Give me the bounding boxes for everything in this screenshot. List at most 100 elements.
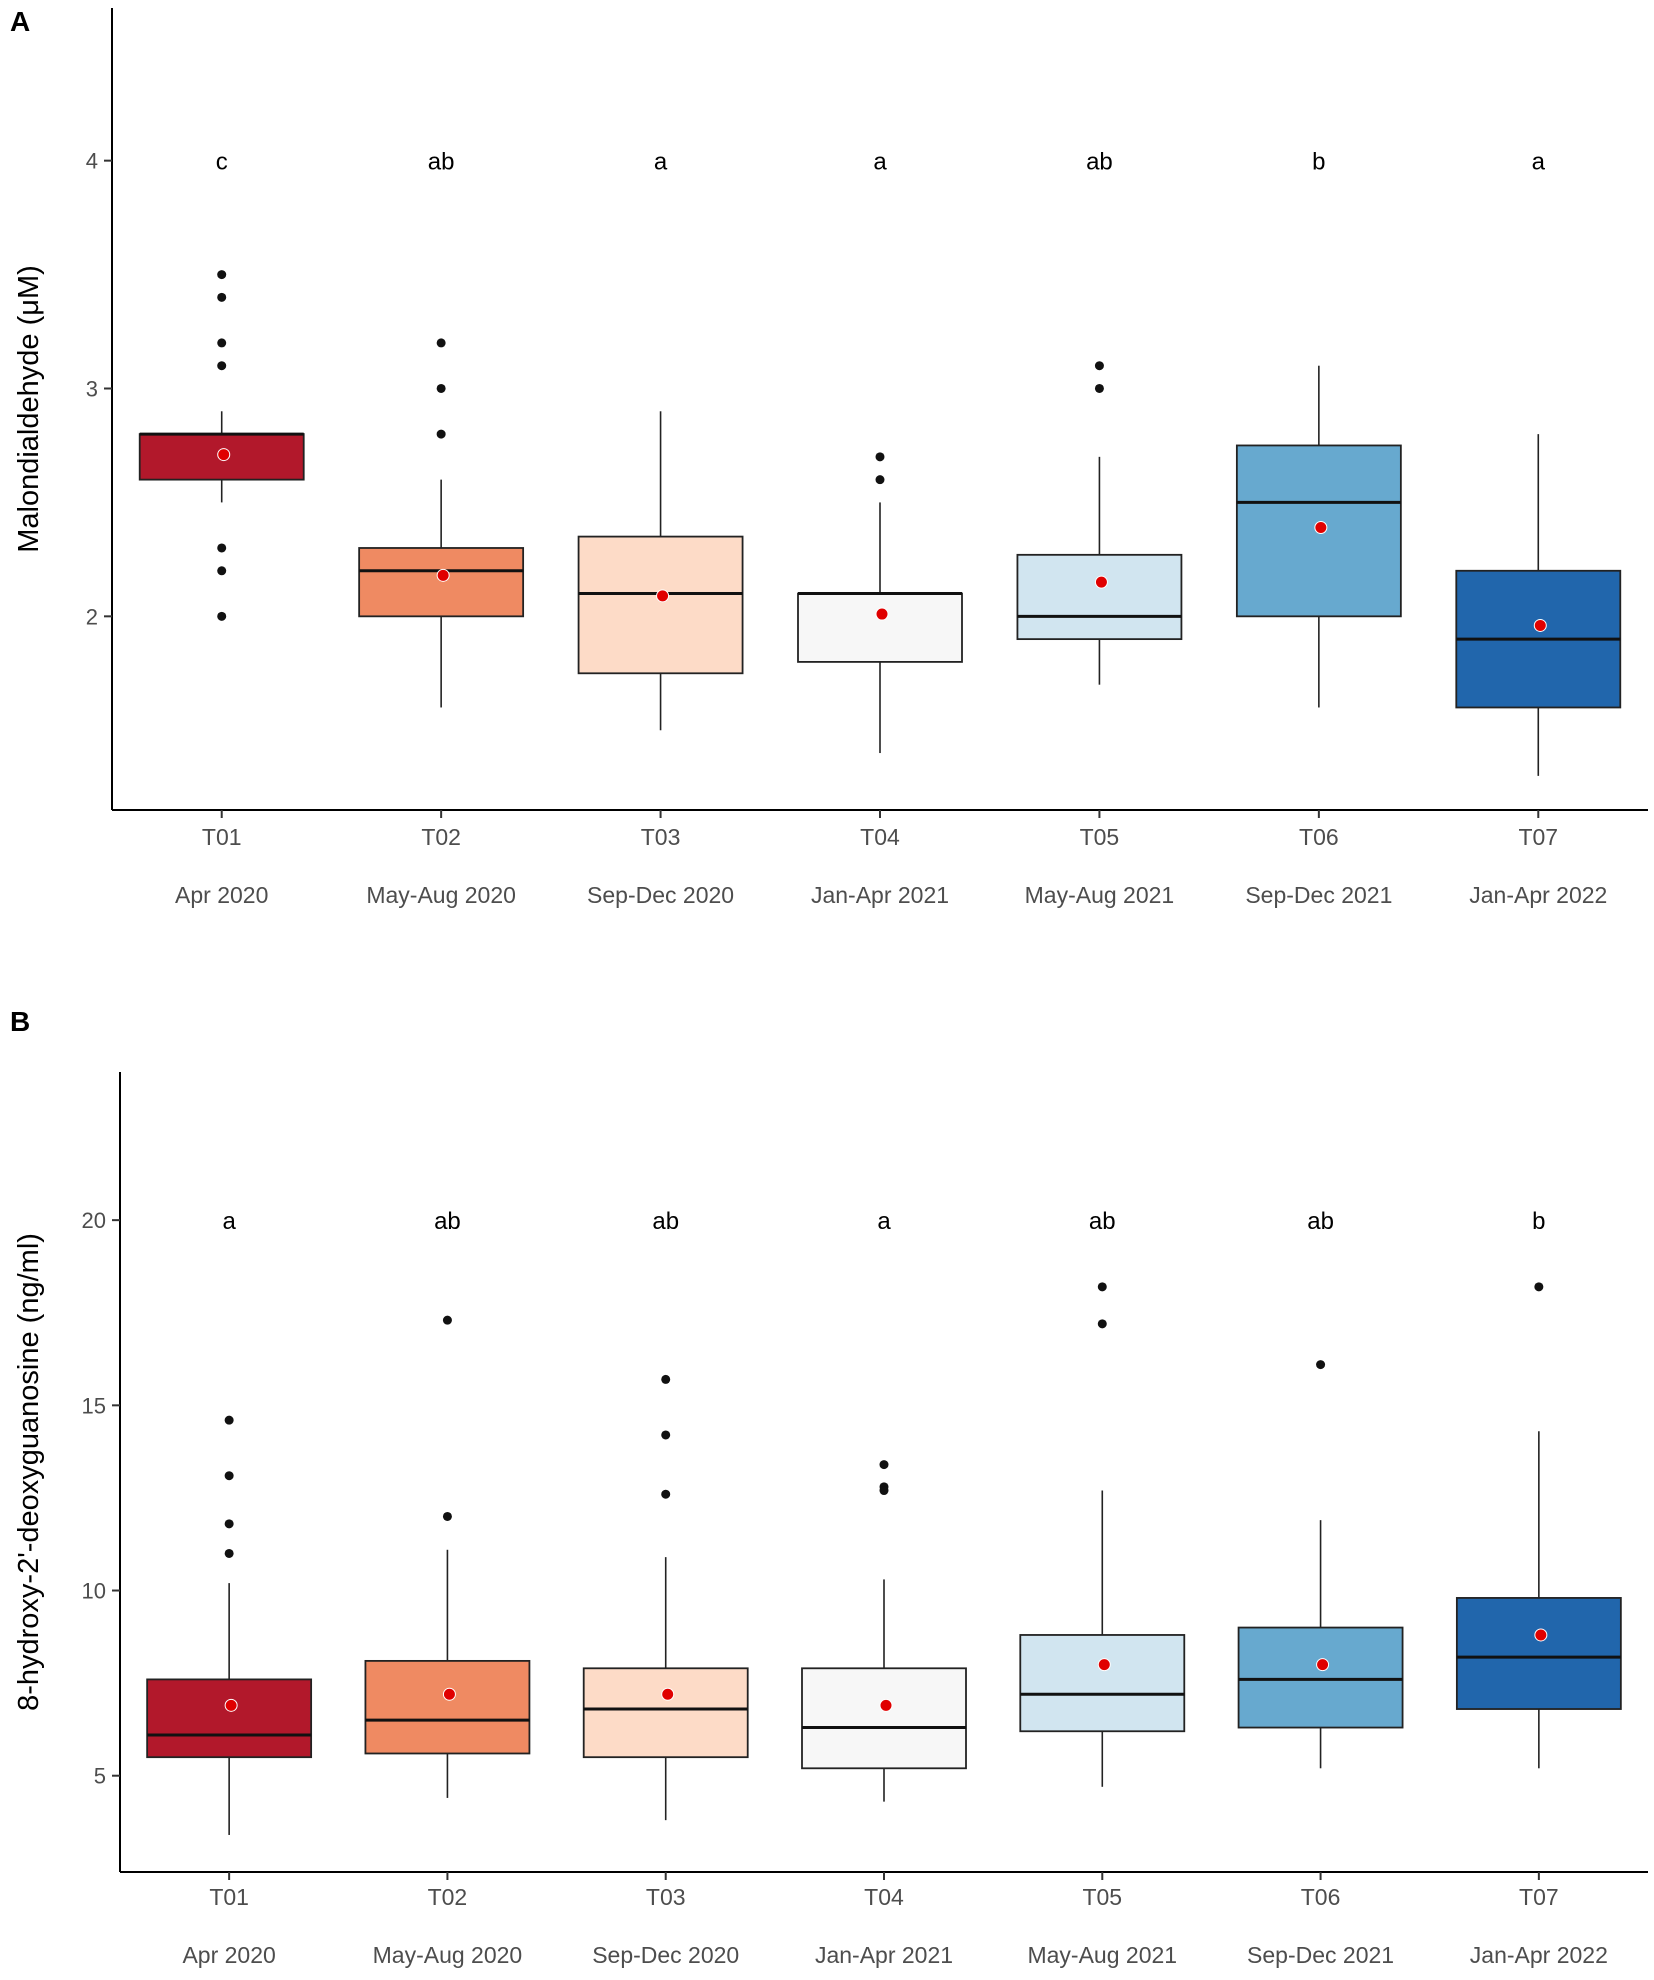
box-t03 [577, 535, 744, 675]
outlier-point [661, 1489, 671, 1499]
x-tick-label: T07 [1518, 824, 1558, 850]
outlier-point [875, 475, 885, 485]
outlier-point [224, 1548, 234, 1558]
mean-point [1094, 575, 1108, 589]
outlier-point [879, 1486, 889, 1496]
x-tick-label: T04 [864, 1884, 904, 1910]
box-t01 [146, 1678, 313, 1759]
significance-letter: b [1312, 149, 1325, 176]
mean-point [217, 448, 231, 462]
outlier-point [436, 383, 446, 393]
outlier-point [1097, 1319, 1107, 1329]
period-label: Apr 2020 [182, 1942, 275, 1968]
outlier-point [442, 1511, 452, 1521]
x-tick-label: T05 [1082, 1884, 1122, 1910]
x-tick-label: T02 [421, 824, 461, 850]
significance-letter: c [216, 149, 228, 176]
period-label: Sep-Dec 2020 [587, 882, 734, 908]
mean-point [1316, 1658, 1330, 1672]
significance-letter: b [1532, 1208, 1545, 1235]
outlier-point [879, 1460, 889, 1470]
period-label: Sep-Dec 2021 [1245, 882, 1392, 908]
outlier-point [436, 429, 446, 439]
outlier-point [217, 361, 227, 371]
x-tick-label: T06 [1301, 1884, 1341, 1910]
y-tick-label: 20 [82, 1208, 106, 1233]
y-tick-label: 3 [86, 376, 98, 401]
period-label: May-Aug 2020 [366, 882, 516, 908]
significance-letter: ab [1307, 1208, 1334, 1235]
significance-letter: a [1532, 149, 1546, 176]
mean-point [1534, 1628, 1548, 1642]
panel-label-b: B [10, 1006, 31, 1037]
outlier-point [1534, 1282, 1544, 1292]
outlier-point [1094, 361, 1104, 371]
panel-label-a: A [10, 6, 31, 37]
period-label: Jan-Apr 2022 [1470, 1942, 1608, 1968]
period-label: Jan-Apr 2022 [1469, 882, 1607, 908]
significance-letter: a [877, 1208, 891, 1235]
outlier-point [217, 270, 227, 280]
period-label: Sep-Dec 2020 [592, 1942, 739, 1968]
outlier-point [217, 611, 227, 621]
mean-point [224, 1698, 238, 1712]
box-t06 [1237, 1626, 1404, 1729]
box-t02 [364, 1659, 531, 1755]
mean-point [1533, 618, 1547, 632]
x-tick-label: T02 [428, 1884, 468, 1910]
mean-point [442, 1687, 456, 1701]
significance-letter: ab [428, 149, 455, 176]
box-t05 [1019, 1634, 1186, 1733]
panel-a: A 2 3 4 Malondialdehyde (μM) c T01 Apr 2020 ab T… [10, 6, 1648, 908]
outlier-point [661, 1374, 671, 1384]
outlier-point [217, 566, 227, 576]
x-tick-label: T03 [646, 1884, 686, 1910]
outlier-point [224, 1519, 234, 1529]
y-axis-label: Malondialdehyde (μM) [13, 265, 45, 553]
x-tick-label: T07 [1519, 1884, 1559, 1910]
x-tick-label: T04 [860, 824, 900, 850]
box-t05 [1016, 553, 1183, 641]
mean-point [656, 589, 670, 603]
outlier-point [224, 1415, 234, 1425]
mean-point [436, 568, 450, 582]
significance-letter: a [873, 149, 887, 176]
significance-letter: a [654, 149, 668, 176]
mean-point [1097, 1658, 1111, 1672]
panel-b: B 5 10 15 20 8-hydroxy-2'-deoxyguanosine (ng… [0, 1000, 1654, 1980]
outlier-point [217, 543, 227, 553]
chart-b: 5 10 15 20 8-hydroxy-2'-deoxyguanosine (ng/m… [13, 1072, 1648, 1968]
mean-point [879, 1698, 893, 1712]
outlier-point [436, 338, 446, 348]
box-t04 [801, 1667, 967, 1770]
outlier-point [1316, 1360, 1326, 1370]
mean-point [1314, 520, 1328, 534]
x-tick-label: T06 [1299, 824, 1339, 850]
significance-letter: ab [434, 1208, 461, 1235]
box-t04 [797, 592, 963, 663]
outlier-point [217, 292, 227, 302]
significance-letter: a [222, 1208, 236, 1235]
x-tick-label: T05 [1080, 824, 1120, 850]
outlier-point [1094, 383, 1104, 393]
outlier-point [661, 1430, 671, 1440]
box-t07 [1455, 1597, 1622, 1710]
period-label: Apr 2020 [175, 882, 268, 908]
box-t02 [358, 547, 525, 618]
mean-point [661, 1687, 675, 1701]
outlier-point [224, 1471, 234, 1481]
significance-letter: ab [1086, 149, 1113, 176]
outlier-point [1097, 1282, 1107, 1292]
mean-point [875, 607, 889, 621]
y-tick-label: 4 [86, 149, 98, 174]
significance-letter: ab [1089, 1208, 1116, 1235]
x-tick-label: T03 [641, 824, 681, 850]
period-label: May-Aug 2021 [1025, 882, 1175, 908]
period-label: Jan-Apr 2021 [815, 1942, 953, 1968]
outlier-point [217, 338, 227, 348]
outlier-point [875, 452, 885, 462]
y-tick-label: 15 [82, 1393, 106, 1418]
significance-letter: ab [652, 1208, 679, 1235]
outlier-point [442, 1315, 452, 1325]
